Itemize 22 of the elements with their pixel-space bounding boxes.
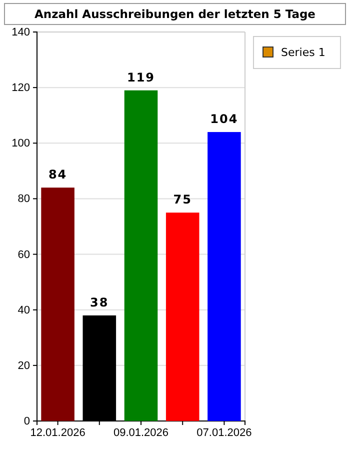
chart-title: Anzahl Ausschreibungen der letzten 5 Tage <box>34 7 316 21</box>
x-tick-label: 07.01.2026 <box>196 426 252 439</box>
data-label: 75 <box>173 192 192 207</box>
data-label: 119 <box>126 70 156 84</box>
y-tick-label: 60 <box>18 248 30 261</box>
x-tick-label: 09.01.2026 <box>113 426 169 439</box>
data-label: 84 <box>48 168 68 182</box>
data-label: 38 <box>90 295 109 310</box>
y-tick-label: 100 <box>12 138 30 150</box>
y-tick-label: 80 <box>18 193 30 206</box>
data-label: 104 <box>210 112 238 126</box>
y-tick-label: 120 <box>12 82 30 94</box>
y-tick-label: 20 <box>18 360 30 372</box>
x-tick-label: 12.01.2026 <box>30 426 86 439</box>
y-tick-label: 0 <box>24 416 30 428</box>
bar <box>208 132 241 421</box>
text: Series 1 <box>281 46 326 59</box>
y-tick-label: 40 <box>18 304 30 316</box>
bar <box>41 188 74 421</box>
y-tick-label: 140 <box>12 26 30 39</box>
bar <box>124 90 158 421</box>
bar <box>166 212 200 421</box>
